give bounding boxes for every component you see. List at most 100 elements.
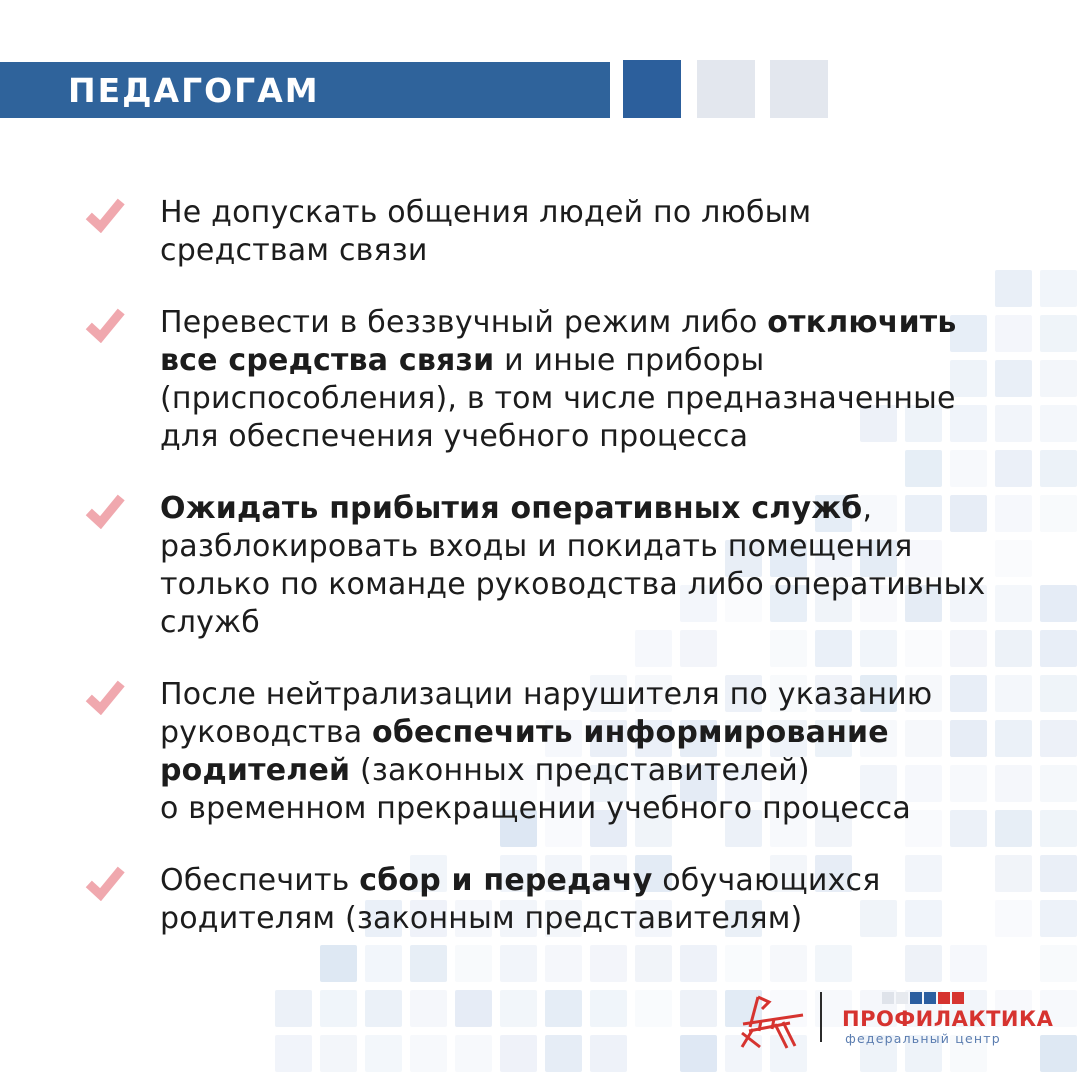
- mosaic-square: [995, 315, 1032, 352]
- mosaic-square: [590, 810, 627, 847]
- mosaic-square: [455, 900, 492, 937]
- mosaic-square: [545, 900, 582, 937]
- mosaic-square: [770, 945, 807, 982]
- mosaic-square: [770, 540, 807, 577]
- mosaic-square: [815, 855, 852, 892]
- mosaic-square: [815, 675, 852, 712]
- mosaic-square: [995, 900, 1032, 937]
- mosaic-square: [635, 630, 672, 667]
- mosaic-square: [905, 630, 942, 667]
- mosaic-square: [770, 630, 807, 667]
- mosaic-square: [635, 810, 672, 847]
- mosaic-square: [995, 450, 1032, 487]
- mosaic-square: [995, 990, 1032, 1027]
- mosaic-square: [905, 450, 942, 487]
- mosaic-square: [905, 675, 942, 712]
- checklist-item: Обеспечить сбор и передачу обучающихся р…: [85, 862, 1060, 938]
- mosaic-square: [995, 540, 1032, 577]
- mosaic-square: [860, 540, 897, 577]
- header-deco-square-gray-1: [697, 60, 755, 118]
- mosaic-square: [590, 765, 627, 802]
- mosaic-square: [635, 855, 672, 892]
- check-icon: [85, 676, 160, 719]
- mosaic-square: [905, 720, 942, 757]
- checklist-item: Не допускать общения людей по любым сред…: [85, 194, 1060, 270]
- mosaic-square: [590, 720, 627, 757]
- mosaic-square: [860, 1035, 897, 1072]
- mosaic-square: [635, 675, 672, 712]
- mosaic-square: [725, 765, 762, 802]
- mosaic-square: [635, 720, 672, 757]
- mosaic-square: [680, 585, 717, 622]
- mosaic-square: [635, 990, 672, 1027]
- mosaic-square: [995, 675, 1032, 712]
- mosaic-square: [995, 495, 1032, 532]
- mosaic-square: [500, 855, 537, 892]
- mosaic-square: [635, 765, 672, 802]
- mosaic-square: [500, 900, 537, 937]
- mosaic-square: [995, 855, 1032, 892]
- header-deco-square-blue: [623, 60, 681, 118]
- mosaic-square: [500, 945, 537, 982]
- check-icon: [85, 304, 160, 347]
- mosaic-square: [545, 720, 582, 757]
- mosaic-square: [860, 720, 897, 757]
- mosaic-square: [950, 450, 987, 487]
- mosaic-square: [275, 1035, 312, 1072]
- mosaic-square: [680, 630, 717, 667]
- mosaic-square: [860, 675, 897, 712]
- mosaic-square: [950, 585, 987, 622]
- check-icon: [85, 490, 160, 533]
- mosaic-square: [365, 945, 402, 982]
- mosaic-square: [590, 945, 627, 982]
- header-bar: ПЕДАГОГАМ: [0, 62, 610, 118]
- mosaic-square: [995, 810, 1032, 847]
- mosaic-square: [995, 585, 1032, 622]
- mosaic-square: [455, 945, 492, 982]
- mosaic-square: [725, 990, 762, 1027]
- mosaic-square: [950, 675, 987, 712]
- mosaic-square: [995, 765, 1032, 802]
- mosaic-square: [1040, 990, 1077, 1027]
- mosaic-square: [860, 765, 897, 802]
- mosaic-square: [590, 855, 627, 892]
- checklist-item-text: После нейтрализации нарушителя по указан…: [160, 677, 933, 826]
- mosaic-square: [275, 990, 312, 1027]
- checklist-item: После нейтрализации нарушителя по указан…: [85, 676, 1060, 828]
- checklist-item-text: Обеспечить сбор и передачу обучающихся р…: [160, 863, 881, 936]
- mosaic-square: [1040, 360, 1077, 397]
- mosaic-square: [635, 945, 672, 982]
- mosaic-square: [545, 810, 582, 847]
- mosaic-square: [545, 855, 582, 892]
- mosaic-square: [1040, 1035, 1077, 1072]
- mosaic-square: [1040, 945, 1077, 982]
- mosaic-square: [320, 945, 357, 982]
- mosaic-square: [680, 990, 717, 1027]
- mosaic-square: [1040, 585, 1077, 622]
- mosaic-square: [905, 1035, 942, 1072]
- mosaic-square: [1040, 720, 1077, 757]
- mosaic-square: [860, 900, 897, 937]
- mosaic-square: [500, 810, 537, 847]
- mosaic-square: [815, 990, 852, 1027]
- checklist-item-text: Ожидать прибытия оперативных служб, разб…: [160, 491, 986, 640]
- mosaic-square: [950, 945, 987, 982]
- mosaic-square: [725, 540, 762, 577]
- mosaic-square: [1040, 765, 1077, 802]
- mosaic-square: [905, 810, 942, 847]
- mosaic-square: [995, 270, 1032, 307]
- mosaic-square: [950, 810, 987, 847]
- mosaic-square: [905, 855, 942, 892]
- mosaic-square: [545, 990, 582, 1027]
- mosaic-square: [770, 855, 807, 892]
- mosaic-square: [770, 990, 807, 1027]
- mosaic-square: [455, 990, 492, 1027]
- mosaic-square: [365, 990, 402, 1027]
- mosaic-square: [995, 720, 1032, 757]
- mosaic-square: [320, 990, 357, 1027]
- mosaic-square: [860, 990, 897, 1027]
- mosaic-square: [770, 1035, 807, 1072]
- check-icon: [85, 862, 160, 905]
- mosaic-square: [635, 900, 672, 937]
- mosaic-square: [545, 765, 582, 802]
